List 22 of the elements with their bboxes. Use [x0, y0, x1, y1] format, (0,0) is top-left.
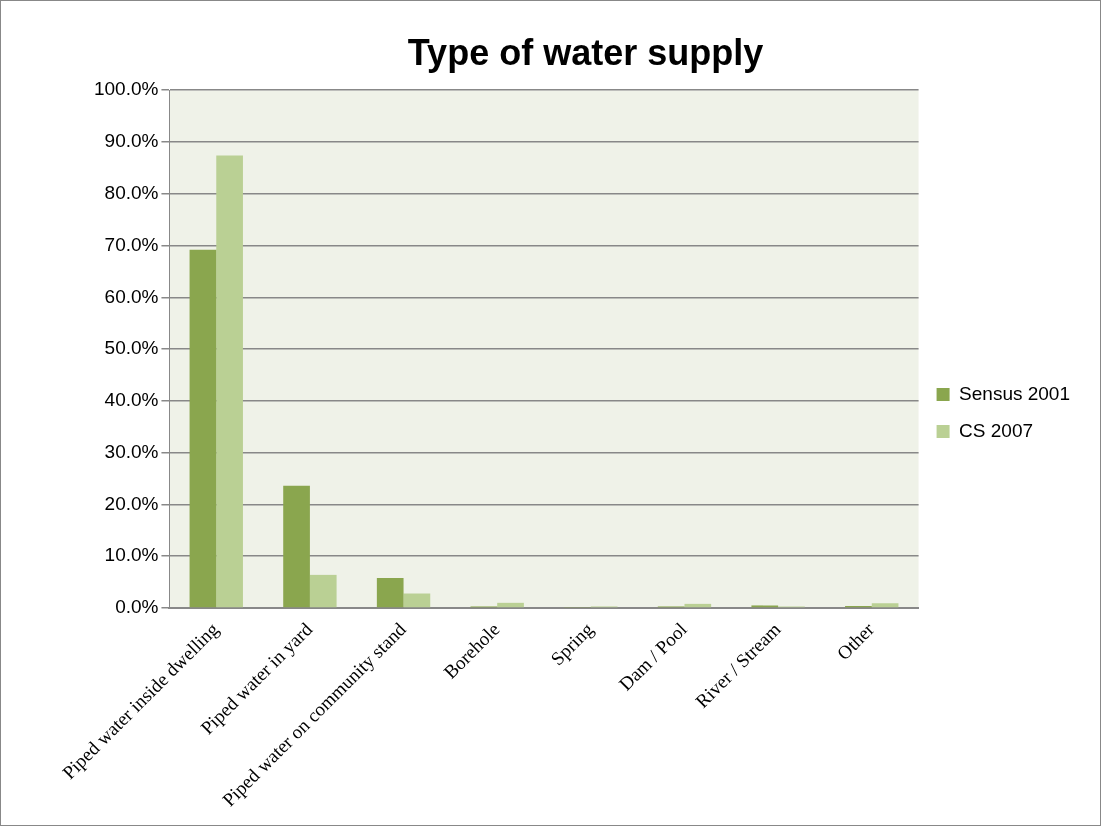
- y-tick-label: 70.0%: [104, 233, 159, 255]
- bar: [403, 593, 431, 608]
- y-tick-label: 90.0%: [104, 130, 159, 152]
- y-tick-label: 60.0%: [104, 285, 159, 307]
- y-tick-label: 10.0%: [104, 544, 159, 566]
- bar: [216, 155, 243, 608]
- chart-title: Type of water supply: [407, 31, 764, 73]
- bar: [871, 603, 899, 608]
- y-tick-label: 20.0%: [104, 492, 159, 514]
- legend-label: CS 2007: [959, 419, 1034, 441]
- y-tick-label: 40.0%: [104, 389, 159, 411]
- legend-label: Sensus 2001: [959, 382, 1070, 404]
- bar: [189, 249, 217, 608]
- bar: [497, 602, 524, 608]
- y-tick-label: 30.0%: [104, 440, 159, 462]
- y-tick-label: 50.0%: [104, 337, 159, 359]
- y-tick-label: 0.0%: [115, 596, 159, 618]
- bar: [283, 485, 310, 608]
- y-tick-label: 100.0%: [93, 78, 159, 100]
- y-tick-label: 80.0%: [104, 182, 159, 203]
- bar: [309, 574, 337, 608]
- bar: [376, 577, 404, 608]
